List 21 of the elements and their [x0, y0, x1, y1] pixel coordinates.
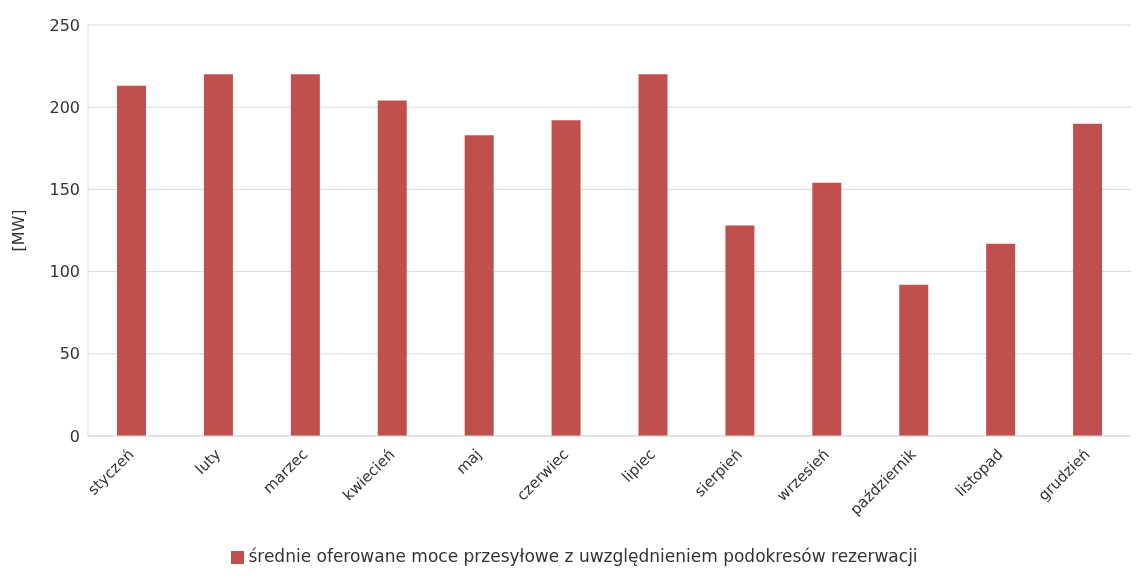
bar	[117, 85, 146, 436]
y-tick-label: 100	[49, 262, 80, 282]
bar	[725, 225, 755, 436]
bar	[464, 135, 494, 436]
y-tick-label: 200	[49, 97, 80, 117]
bar	[986, 243, 1016, 436]
y-tick-label: 250	[49, 15, 80, 35]
bar	[638, 74, 668, 436]
legend-label: średnie oferowane moce przesyłowe z uwzględnieniem podokresów rezerwacji	[248, 546, 918, 566]
bar	[377, 100, 407, 436]
y-tick-label: 50	[59, 344, 80, 364]
y-tick-label: 150	[49, 180, 80, 200]
bar	[203, 74, 233, 436]
bar	[1073, 123, 1103, 436]
y-axis-title: [MW]	[8, 209, 28, 252]
bar	[290, 74, 320, 436]
x-tick-label: luty	[191, 445, 225, 479]
y-tick-label: 0	[69, 426, 80, 446]
bar	[812, 182, 842, 436]
bar	[899, 284, 929, 436]
bar	[551, 120, 581, 436]
